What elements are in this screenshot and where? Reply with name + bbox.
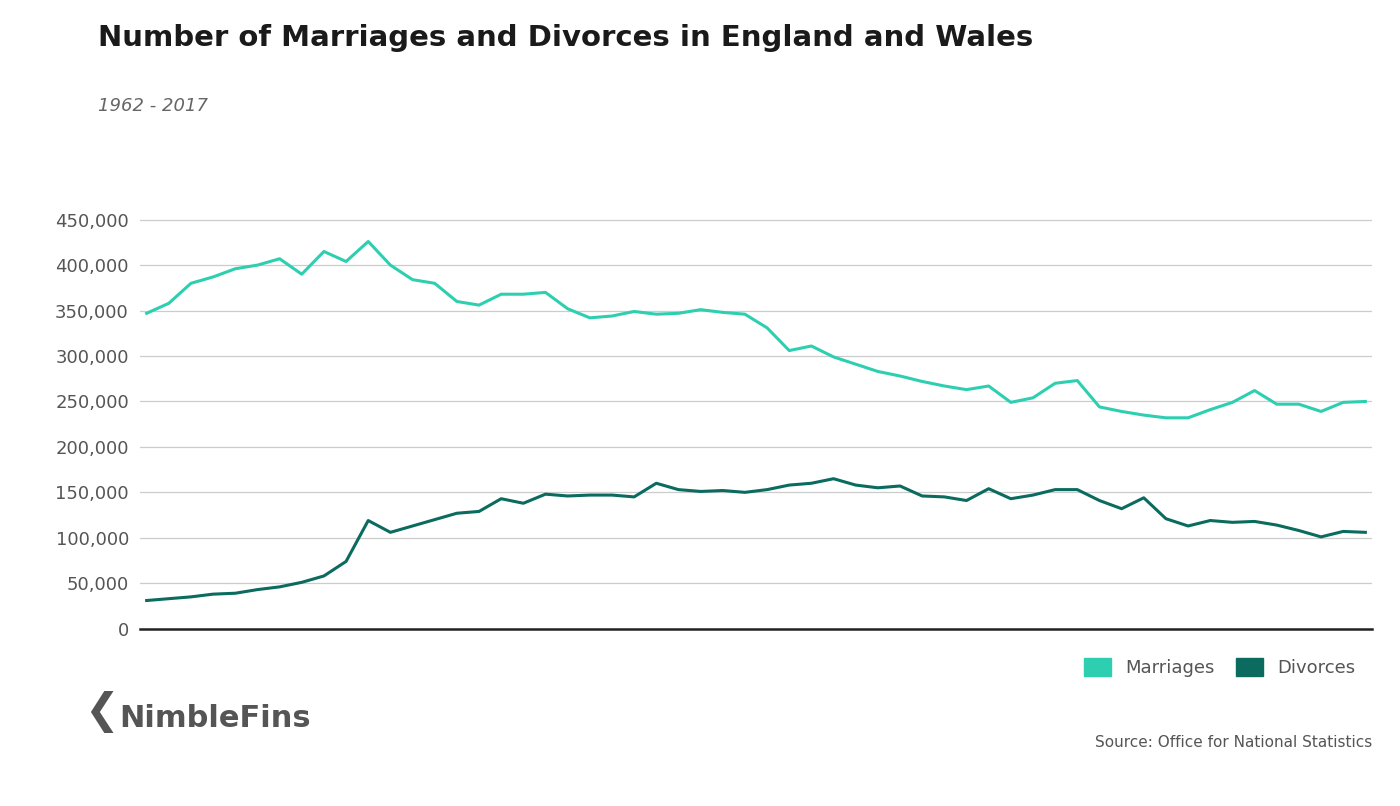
Text: 1962 - 2017: 1962 - 2017 <box>98 97 209 114</box>
Text: ❮: ❮ <box>84 692 119 733</box>
Text: Number of Marriages and Divorces in England and Wales: Number of Marriages and Divorces in Engl… <box>98 24 1033 52</box>
Text: Source: Office for National Statistics: Source: Office for National Statistics <box>1095 734 1372 750</box>
Text: NimbleFins: NimbleFins <box>119 704 311 733</box>
Legend: Marriages, Divorces: Marriages, Divorces <box>1077 650 1364 684</box>
